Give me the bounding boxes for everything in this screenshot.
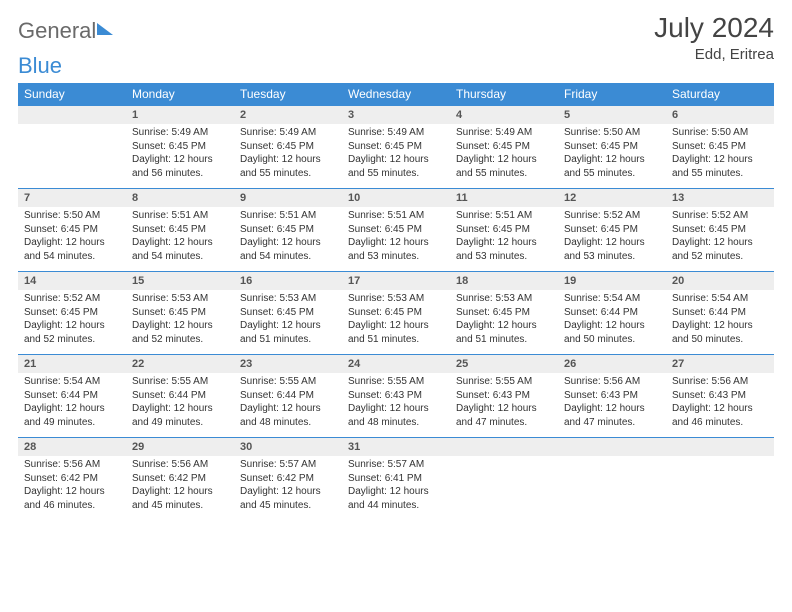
date-cell: 31 — [342, 438, 450, 457]
day-header: Friday — [558, 83, 666, 106]
month-title: July 2024 — [654, 12, 774, 44]
day-info-cell: Sunrise: 5:56 AMSunset: 6:43 PMDaylight:… — [558, 373, 666, 438]
date-row: 21222324252627 — [18, 355, 774, 374]
date-row: 78910111213 — [18, 189, 774, 208]
date-cell: 16 — [234, 272, 342, 291]
day-info-cell: Sunrise: 5:49 AMSunset: 6:45 PMDaylight:… — [126, 124, 234, 189]
logo-text-general: General — [18, 18, 96, 44]
day-info-cell: Sunrise: 5:54 AMSunset: 6:44 PMDaylight:… — [18, 373, 126, 438]
day-info-cell: Sunrise: 5:51 AMSunset: 6:45 PMDaylight:… — [126, 207, 234, 272]
day-info-cell: Sunrise: 5:53 AMSunset: 6:45 PMDaylight:… — [126, 290, 234, 355]
day-info-cell: Sunrise: 5:55 AMSunset: 6:44 PMDaylight:… — [234, 373, 342, 438]
day-info-cell: Sunrise: 5:54 AMSunset: 6:44 PMDaylight:… — [558, 290, 666, 355]
day-info-cell: Sunrise: 5:57 AMSunset: 6:41 PMDaylight:… — [342, 456, 450, 520]
date-row: 14151617181920 — [18, 272, 774, 291]
date-cell: 8 — [126, 189, 234, 208]
date-cell: 7 — [18, 189, 126, 208]
day-info-cell: Sunrise: 5:53 AMSunset: 6:45 PMDaylight:… — [342, 290, 450, 355]
day-info-cell: Sunrise: 5:51 AMSunset: 6:45 PMDaylight:… — [234, 207, 342, 272]
day-info-cell: Sunrise: 5:52 AMSunset: 6:45 PMDaylight:… — [558, 207, 666, 272]
info-row: Sunrise: 5:52 AMSunset: 6:45 PMDaylight:… — [18, 290, 774, 355]
info-row: Sunrise: 5:56 AMSunset: 6:42 PMDaylight:… — [18, 456, 774, 520]
date-cell: 29 — [126, 438, 234, 457]
date-row: 28293031 — [18, 438, 774, 457]
date-cell: 27 — [666, 355, 774, 374]
day-info-cell: Sunrise: 5:51 AMSunset: 6:45 PMDaylight:… — [450, 207, 558, 272]
date-cell: 26 — [558, 355, 666, 374]
day-info-cell: Sunrise: 5:49 AMSunset: 6:45 PMDaylight:… — [450, 124, 558, 189]
date-cell: 15 — [126, 272, 234, 291]
day-header: Saturday — [666, 83, 774, 106]
date-cell: 25 — [450, 355, 558, 374]
date-cell: 6 — [666, 106, 774, 125]
info-row: Sunrise: 5:49 AMSunset: 6:45 PMDaylight:… — [18, 124, 774, 189]
day-info-cell: Sunrise: 5:56 AMSunset: 6:43 PMDaylight:… — [666, 373, 774, 438]
day-info-cell: Sunrise: 5:57 AMSunset: 6:42 PMDaylight:… — [234, 456, 342, 520]
day-info-cell: Sunrise: 5:51 AMSunset: 6:45 PMDaylight:… — [342, 207, 450, 272]
day-info-cell: Sunrise: 5:50 AMSunset: 6:45 PMDaylight:… — [558, 124, 666, 189]
date-cell: 22 — [126, 355, 234, 374]
date-cell: 3 — [342, 106, 450, 125]
date-cell — [450, 438, 558, 457]
date-cell: 28 — [18, 438, 126, 457]
date-cell: 12 — [558, 189, 666, 208]
info-row: Sunrise: 5:54 AMSunset: 6:44 PMDaylight:… — [18, 373, 774, 438]
day-info-cell: Sunrise: 5:55 AMSunset: 6:43 PMDaylight:… — [342, 373, 450, 438]
date-cell — [666, 438, 774, 457]
day-header: Tuesday — [234, 83, 342, 106]
day-header: Thursday — [450, 83, 558, 106]
date-cell: 30 — [234, 438, 342, 457]
date-cell: 1 — [126, 106, 234, 125]
date-cell — [558, 438, 666, 457]
day-info-cell — [558, 456, 666, 520]
date-row: 123456 — [18, 106, 774, 125]
date-cell: 21 — [18, 355, 126, 374]
day-info-cell — [450, 456, 558, 520]
day-header: Wednesday — [342, 83, 450, 106]
day-info-cell: Sunrise: 5:50 AMSunset: 6:45 PMDaylight:… — [18, 207, 126, 272]
day-info-cell: Sunrise: 5:53 AMSunset: 6:45 PMDaylight:… — [450, 290, 558, 355]
day-info-cell: Sunrise: 5:52 AMSunset: 6:45 PMDaylight:… — [666, 207, 774, 272]
day-info-cell: Sunrise: 5:49 AMSunset: 6:45 PMDaylight:… — [342, 124, 450, 189]
date-cell: 9 — [234, 189, 342, 208]
logo-text-blue: Blue — [18, 53, 774, 79]
day-info-cell — [666, 456, 774, 520]
date-cell: 20 — [666, 272, 774, 291]
calendar-table: SundayMondayTuesdayWednesdayThursdayFrid… — [18, 83, 774, 520]
date-cell: 18 — [450, 272, 558, 291]
day-info-cell: Sunrise: 5:56 AMSunset: 6:42 PMDaylight:… — [126, 456, 234, 520]
day-info-cell: Sunrise: 5:56 AMSunset: 6:42 PMDaylight:… — [18, 456, 126, 520]
day-info-cell: Sunrise: 5:50 AMSunset: 6:45 PMDaylight:… — [666, 124, 774, 189]
day-header: Sunday — [18, 83, 126, 106]
date-cell: 19 — [558, 272, 666, 291]
day-info-cell: Sunrise: 5:53 AMSunset: 6:45 PMDaylight:… — [234, 290, 342, 355]
day-info-cell: Sunrise: 5:55 AMSunset: 6:44 PMDaylight:… — [126, 373, 234, 438]
day-info-cell: Sunrise: 5:55 AMSunset: 6:43 PMDaylight:… — [450, 373, 558, 438]
date-cell — [18, 106, 126, 125]
date-cell: 14 — [18, 272, 126, 291]
date-cell: 13 — [666, 189, 774, 208]
day-info-cell: Sunrise: 5:49 AMSunset: 6:45 PMDaylight:… — [234, 124, 342, 189]
day-header: Monday — [126, 83, 234, 106]
info-row: Sunrise: 5:50 AMSunset: 6:45 PMDaylight:… — [18, 207, 774, 272]
day-info-cell: Sunrise: 5:54 AMSunset: 6:44 PMDaylight:… — [666, 290, 774, 355]
day-header-row: SundayMondayTuesdayWednesdayThursdayFrid… — [18, 83, 774, 106]
date-cell: 4 — [450, 106, 558, 125]
day-info-cell: Sunrise: 5:52 AMSunset: 6:45 PMDaylight:… — [18, 290, 126, 355]
day-info-cell — [18, 124, 126, 189]
date-cell: 17 — [342, 272, 450, 291]
logo: General — [18, 12, 113, 44]
date-cell: 24 — [342, 355, 450, 374]
date-cell: 11 — [450, 189, 558, 208]
date-cell: 5 — [558, 106, 666, 125]
date-cell: 10 — [342, 189, 450, 208]
logo-triangle-icon — [97, 23, 113, 35]
date-cell: 23 — [234, 355, 342, 374]
date-cell: 2 — [234, 106, 342, 125]
